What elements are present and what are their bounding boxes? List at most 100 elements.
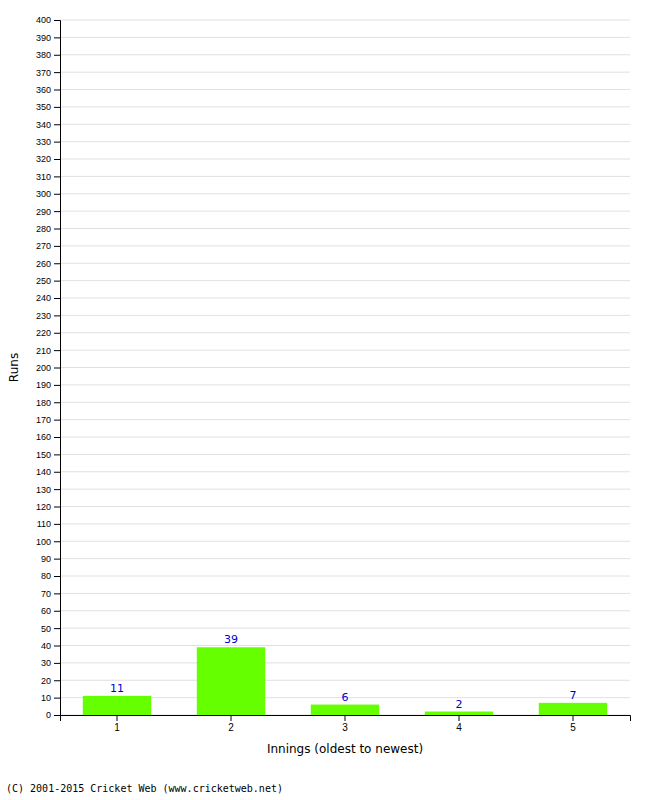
tick-mark — [54, 176, 60, 177]
grid-line — [60, 662, 630, 663]
grid-line — [60, 628, 630, 629]
data-label: 39 — [224, 633, 238, 646]
tick-mark — [54, 541, 60, 542]
tick: 180 — [36, 398, 60, 408]
grid-line — [60, 280, 630, 281]
grid-line — [60, 141, 630, 142]
data-label: 6 — [342, 691, 349, 704]
tick-mark — [54, 646, 60, 647]
tick-label: 3 — [342, 722, 348, 733]
tick: 150 — [36, 450, 60, 460]
tick-mark — [54, 90, 60, 91]
tick: 310 — [36, 172, 60, 182]
tick-mark — [54, 211, 60, 212]
tick-label: 300 — [36, 189, 51, 199]
grid-line — [60, 106, 630, 107]
plot-area: 0102030405060708090100110120130140150160… — [7, 15, 631, 756]
tick-label: 340 — [36, 120, 51, 130]
tick: 370 — [36, 68, 60, 78]
tick: 20 — [41, 676, 60, 686]
grid-line — [60, 593, 630, 594]
tick-mark — [54, 229, 60, 230]
tick-mark — [54, 715, 60, 716]
grid-line — [60, 541, 630, 542]
tick-mark — [54, 420, 60, 421]
tick-label: 20 — [41, 676, 51, 686]
tick: 170 — [36, 415, 60, 425]
tick: 380 — [36, 50, 60, 60]
data-label: 7 — [570, 689, 577, 702]
tick-label: 390 — [36, 33, 51, 43]
tick-label: 150 — [36, 450, 51, 460]
axis-line — [54, 21, 61, 716]
bar — [83, 696, 151, 715]
tick-label: 160 — [36, 432, 51, 442]
tick-label: 330 — [36, 137, 51, 147]
tick-label: 370 — [36, 68, 51, 78]
tick-mark — [54, 315, 60, 316]
grid-line — [60, 89, 630, 90]
tick-mark — [573, 715, 574, 721]
grid-line — [60, 558, 630, 559]
tick-mark — [54, 611, 60, 612]
tick-label: 30 — [41, 658, 51, 668]
tick-label: 40 — [41, 641, 51, 651]
grid-line — [60, 367, 630, 368]
tick-mark — [54, 281, 60, 282]
grid-line — [60, 419, 630, 420]
tick-mark — [54, 159, 60, 160]
tick-label: 130 — [36, 485, 51, 495]
tick: 10 — [41, 693, 60, 703]
tick-mark — [54, 124, 60, 125]
tick-label: 260 — [36, 259, 51, 269]
data-label: 11 — [110, 682, 124, 695]
tick-label: 270 — [36, 241, 51, 251]
tick-mark — [459, 715, 460, 721]
grid-line — [60, 680, 630, 681]
grid-line — [60, 350, 630, 351]
y-axis-title: Runs — [7, 353, 21, 382]
y-axis: 0102030405060708090100110120130140150160… — [36, 15, 61, 720]
grid-line — [60, 193, 630, 194]
tick-mark — [54, 680, 60, 681]
tick-label: 110 — [37, 519, 51, 529]
tick: 210 — [36, 346, 60, 356]
tick-mark — [54, 55, 60, 56]
grid-line — [60, 610, 630, 611]
grid-line — [60, 576, 630, 577]
tick: 30 — [41, 658, 60, 668]
grid-line — [60, 454, 630, 455]
tick: 160 — [36, 432, 60, 442]
tick: 360 — [36, 85, 60, 95]
tick: 390 — [36, 33, 60, 43]
tick-label: 140 — [36, 467, 51, 477]
tick: 190 — [36, 380, 60, 390]
tick-label: 310 — [36, 172, 51, 182]
tick-label: 220 — [36, 328, 51, 338]
tick-label: 180 — [36, 398, 51, 408]
tick-mark — [54, 507, 60, 508]
tick-label: 2 — [228, 722, 234, 733]
tick-label: 360 — [36, 85, 51, 95]
tick-label: 0 — [46, 710, 51, 720]
tick: 40 — [41, 641, 60, 651]
tick-mark — [54, 246, 60, 247]
tick-label: 90 — [41, 554, 51, 564]
tick-mark — [54, 402, 60, 403]
grid-line — [60, 263, 630, 264]
tick-mark — [54, 20, 60, 21]
bars — [83, 647, 607, 715]
grid-line — [60, 332, 630, 333]
tick-mark — [54, 72, 60, 73]
tick: 350 — [36, 102, 60, 112]
tick-label: 100 — [36, 537, 51, 547]
x-axis-title: Innings (oldest to newest) — [267, 742, 423, 756]
tick-label: 190 — [36, 380, 51, 390]
tick: 120 — [36, 502, 60, 512]
tick-label: 210 — [36, 346, 51, 356]
tick-label: 250 — [36, 276, 51, 286]
tick: 60 — [41, 606, 60, 616]
tick-mark — [231, 715, 232, 721]
grid — [60, 20, 630, 715]
bar — [425, 712, 493, 715]
